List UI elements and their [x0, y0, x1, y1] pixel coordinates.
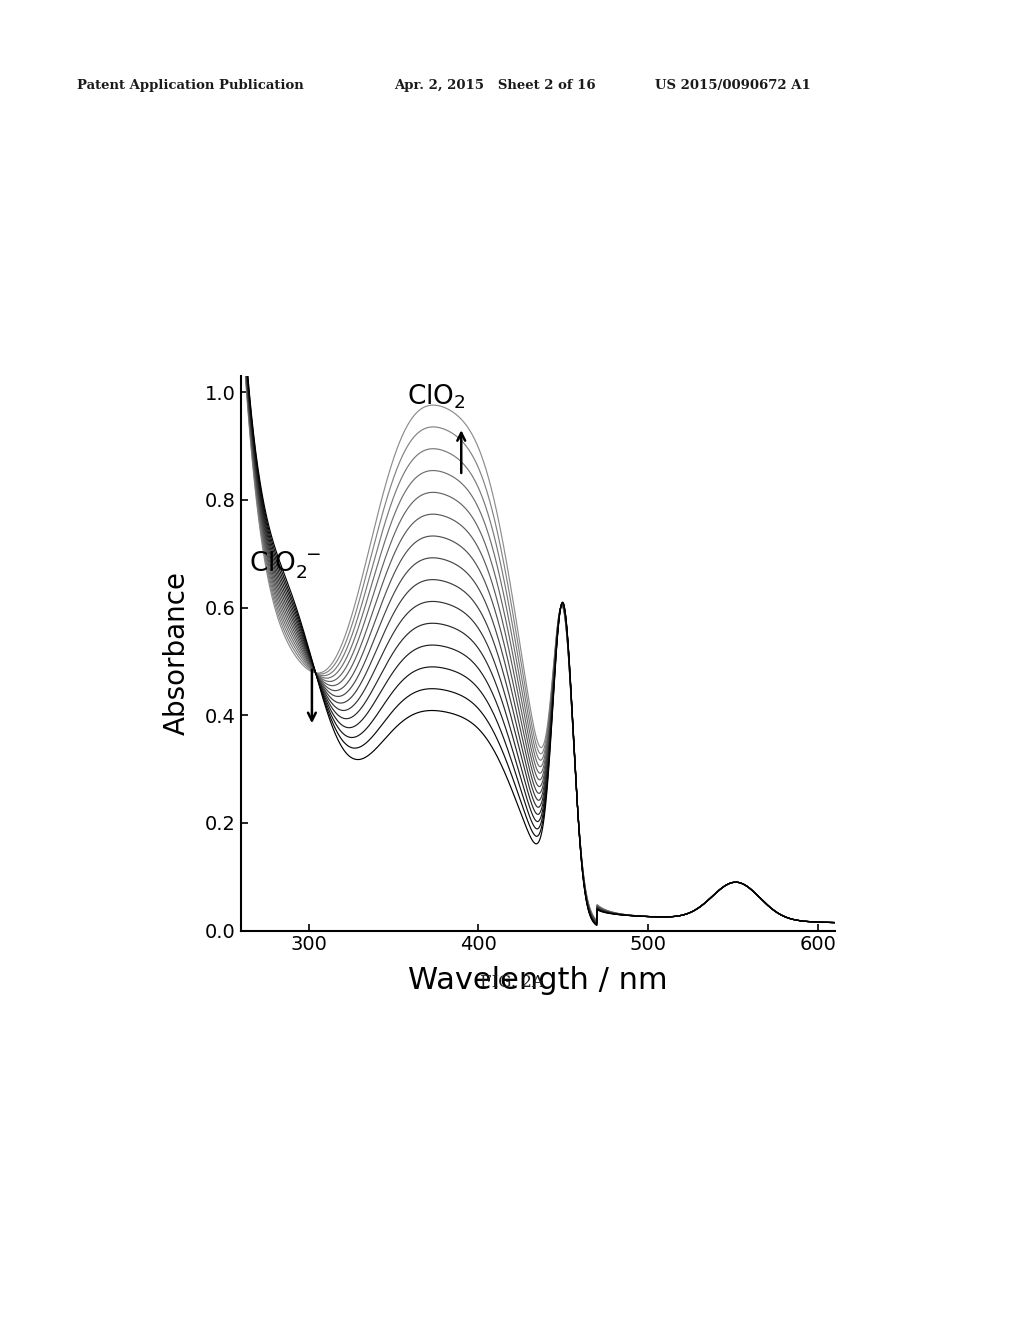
- Text: ClO$_2$: ClO$_2$: [407, 383, 466, 412]
- Text: Patent Application Publication: Patent Application Publication: [77, 79, 303, 92]
- X-axis label: Wavelength / nm: Wavelength / nm: [408, 965, 668, 994]
- Text: Apr. 2, 2015   Sheet 2 of 16: Apr. 2, 2015 Sheet 2 of 16: [394, 79, 596, 92]
- Y-axis label: Absorbance: Absorbance: [163, 572, 191, 735]
- Text: US 2015/0090672 A1: US 2015/0090672 A1: [655, 79, 811, 92]
- Text: ClO$_2^{\ -}$: ClO$_2^{\ -}$: [249, 549, 322, 581]
- Text: FIG. 2A: FIG. 2A: [480, 974, 544, 991]
